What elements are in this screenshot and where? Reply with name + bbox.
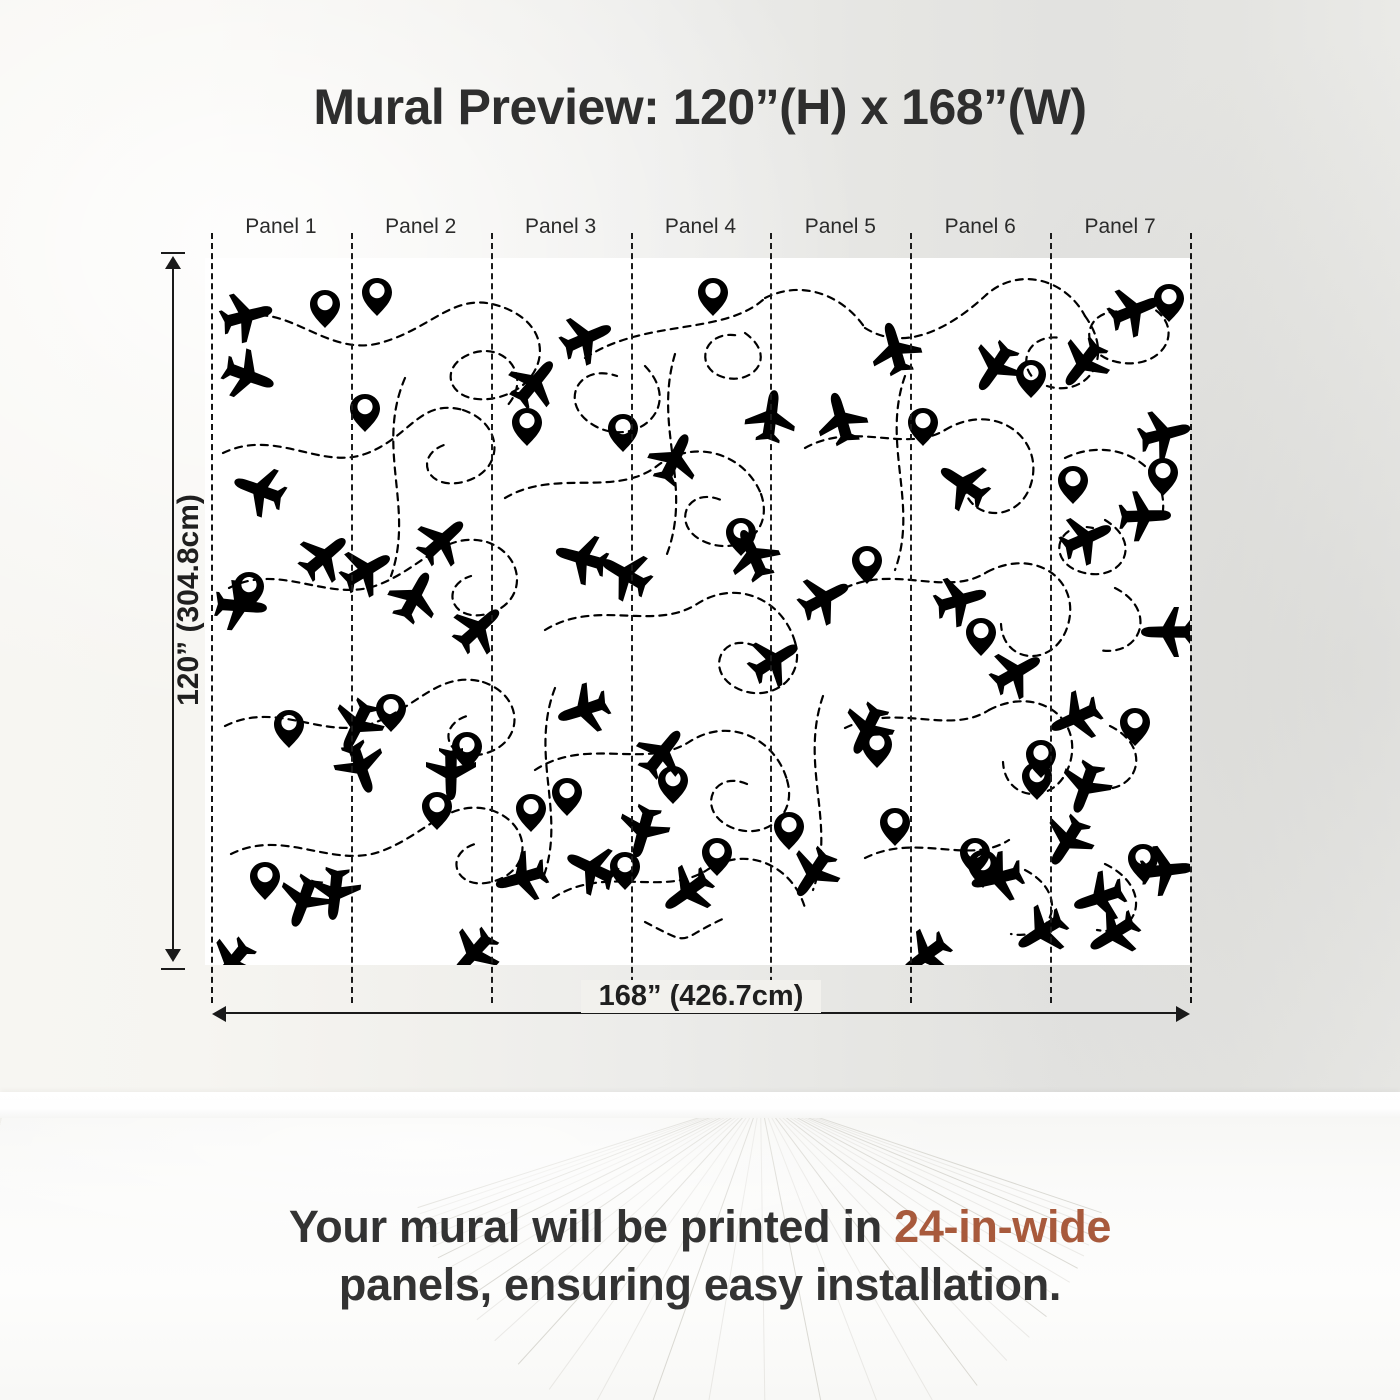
panel-label-6: Panel 6 [944,215,1016,238]
mural-edge-line [1190,233,1192,1003]
height-arrow-down [165,949,181,962]
width-label: 168” (426.7cm) [580,980,822,1013]
caption-line-1-text: Your mural will be printed in [288,1201,895,1252]
panel-label-2: Panel 2 [385,215,457,238]
map-pin-group [234,278,1184,900]
width-arrow-right [1176,1006,1190,1022]
mural-edge-line [211,233,213,1003]
caption-line-2: panels, ensuring easy installation. [338,1258,1062,1310]
height-arrow-up [165,256,181,269]
mural-preview-area [205,258,1190,965]
caption-accent: 24-in-wide [894,1201,1112,1252]
height-tick-bottom [161,968,185,970]
panel-divider-1 [350,233,353,1003]
baseboard [0,1092,1400,1122]
panel-divider-4 [770,233,773,1003]
caption-line-1: Your mural will be printed in 24-in-wide [0,1198,1400,1256]
caption: Your mural will be printed in 24-in-wide… [0,1198,1400,1313]
panel-label-7: Panel 7 [1084,215,1156,238]
mural-artwork [205,258,1190,965]
panel-label-5: Panel 5 [804,215,876,238]
panel-divider-2 [490,233,493,1003]
panel-label-1: Panel 1 [245,215,317,238]
width-line [224,1012,1178,1014]
airplane-pattern-artwork [205,277,1190,965]
width-dimension: 168” (426.7cm) [212,980,1190,1024]
width-arrow-left [212,1006,226,1022]
panel-divider-5 [910,233,913,1003]
height-tick-top [161,252,185,254]
panel-label-4: Panel 4 [664,215,737,238]
height-dimension: 120” (304.8cm) [152,250,205,972]
page-title: Mural Preview: 120”(H) x 168”(W) [313,79,1087,135]
panel-label-3: Panel 3 [525,215,597,238]
height-label: 120” (304.8cm) [172,494,205,706]
panel-divider-3 [630,233,633,1003]
width-label-wrap: 168” (426.7cm) [212,980,1190,1013]
panel-divider-6 [1050,233,1053,1003]
height-line [172,262,174,960]
